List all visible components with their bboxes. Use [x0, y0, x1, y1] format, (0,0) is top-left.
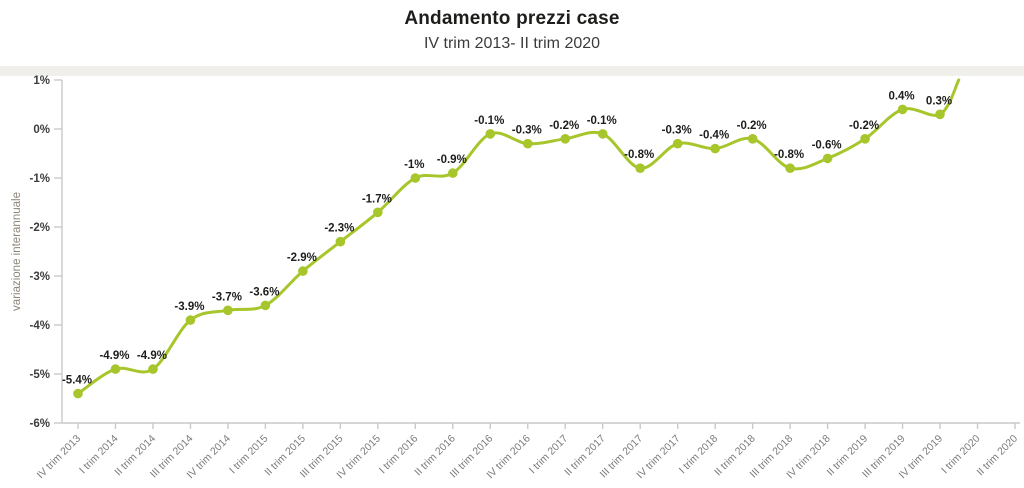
data-point: [522, 138, 533, 149]
data-point: [185, 315, 196, 325]
data-point: [897, 104, 908, 115]
data-point-label: -1%: [404, 159, 424, 171]
data-point-label: -0.9%: [437, 154, 467, 166]
data-point-label: 0.4%: [888, 90, 914, 102]
chart-header: Andamento prezzi case IV trim 2013- II t…: [0, 8, 1024, 53]
data-point: [410, 173, 421, 183]
data-point-label: -0.3%: [662, 125, 692, 137]
data-point-label: -1.7%: [362, 193, 392, 205]
data-point: [560, 134, 571, 144]
y-tick-label: -6%: [30, 418, 50, 430]
y-tick-label: 1%: [33, 75, 50, 87]
data-point-label: -3.7%: [212, 291, 242, 303]
chart-subtitle: IV trim 2013- II trim 2020: [423, 35, 601, 52]
data-point: [710, 143, 720, 154]
data-point: [335, 236, 346, 247]
data-point-label: -0.8%: [624, 149, 654, 161]
data-point: [822, 153, 833, 164]
data-point: [672, 138, 683, 149]
y-tick-label: -1%: [30, 173, 50, 185]
data-point-label: -0.2%: [849, 120, 879, 132]
data-point: [485, 129, 496, 139]
data-point-label: 0.3%: [926, 95, 952, 107]
data-point-label: -5.4%: [62, 375, 92, 387]
data-point-label: -4.9%: [137, 350, 167, 362]
data-point-label: -0.3%: [512, 125, 542, 137]
data-point: [747, 134, 758, 144]
divider-band: [0, 66, 1024, 76]
chart-title: Andamento prezzi case: [404, 8, 620, 29]
data-point-label: -3.6%: [249, 286, 279, 298]
data-point: [373, 207, 383, 218]
data-point-label: -2.3%: [324, 223, 354, 235]
data-point: [635, 163, 645, 173]
y-tick-label: -3%: [30, 271, 50, 283]
data-point-label: -0.2%: [549, 120, 579, 132]
data-point: [298, 266, 308, 276]
data-point-label: -0.1%: [587, 115, 617, 127]
y-axis-title: variazione interannuale: [11, 192, 23, 311]
data-point-label: -0.4%: [699, 130, 729, 142]
data-point: [73, 388, 83, 399]
data-point: [860, 134, 870, 144]
data-point-label: -0.1%: [474, 115, 504, 127]
data-point: [260, 300, 271, 311]
y-tick-label: 0%: [33, 124, 50, 136]
data-point-label: -0.2%: [737, 120, 767, 132]
y-tick-label: -5%: [30, 369, 50, 381]
data-point-label: -0.8%: [774, 149, 804, 161]
x-tick-label: II trim 2020: [974, 433, 1020, 479]
data-point: [448, 168, 458, 178]
data-point: [110, 364, 121, 374]
data-point: [148, 364, 158, 374]
data-point-label: -3.9%: [174, 301, 204, 313]
data-point: [785, 163, 795, 173]
data-point: [223, 305, 233, 316]
data-point-label: -2.9%: [287, 252, 317, 264]
data-point: [935, 109, 945, 120]
data-point: [597, 129, 608, 139]
x-tick-label: IV trim 2013: [35, 433, 84, 482]
y-tick-label: -4%: [30, 320, 50, 332]
y-tick-label: -2%: [30, 222, 50, 234]
data-point-label: -0.6%: [812, 139, 842, 151]
data-point-label: -4.9%: [99, 350, 129, 362]
